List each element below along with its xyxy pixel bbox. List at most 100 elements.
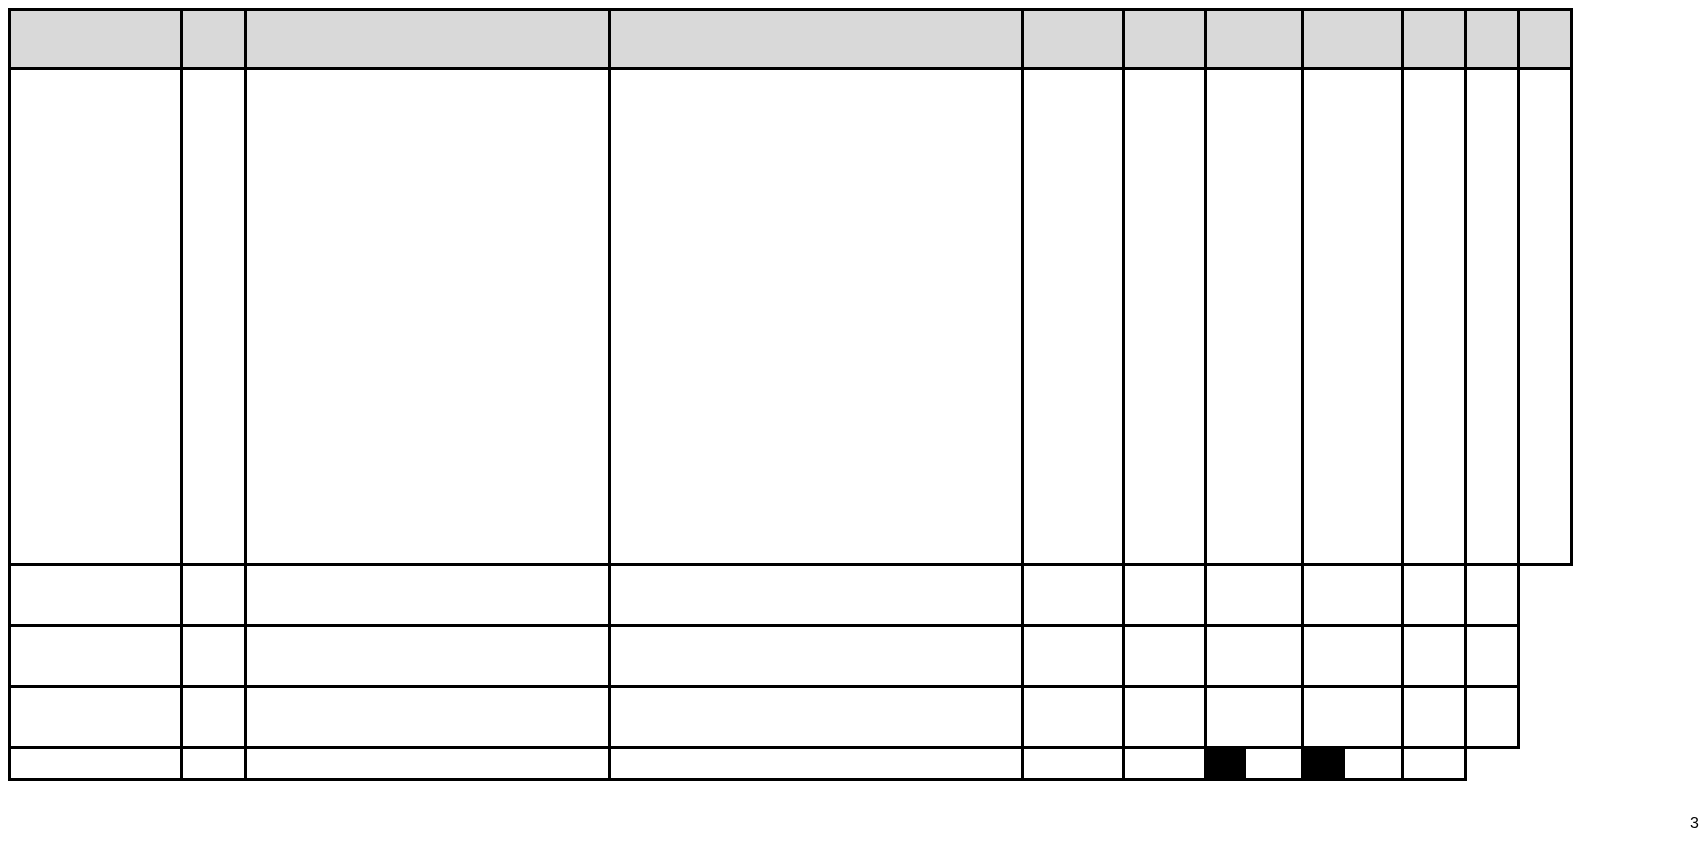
summary-cell <box>399 656 445 688</box>
stat-cell <box>445 447 518 476</box>
summary-cell <box>1204 656 1246 688</box>
stat-cell <box>288 99 320 128</box>
stat-cell <box>180 418 246 447</box>
summary-cell <box>964 595 1023 627</box>
column-header <box>399 39 445 70</box>
stat-cell <box>796 534 837 566</box>
summary-cell <box>1301 717 1345 749</box>
summary-cell <box>608 656 676 688</box>
stat-cell <box>1204 389 1246 418</box>
stat-cell <box>1345 128 1403 157</box>
header-cell <box>1122 8 1206 39</box>
stat-cell <box>913 389 965 418</box>
stat-cell <box>180 186 246 215</box>
stat-cell <box>1246 505 1303 534</box>
stat-cell <box>563 476 610 505</box>
summary-cell <box>675 656 709 688</box>
summary-cell <box>964 624 1023 656</box>
stat-cell <box>287 534 320 566</box>
stat-cell <box>400 273 445 302</box>
header-cell <box>562 8 610 39</box>
summary-cell <box>1301 595 1345 627</box>
summary-cell <box>1401 624 1466 656</box>
stat-cell <box>1401 447 1466 476</box>
stat-cell <box>400 99 445 128</box>
stat-cell <box>1517 476 1573 505</box>
stat-cell <box>1204 505 1246 534</box>
stat-cell <box>913 476 965 505</box>
summary-cell <box>836 717 913 749</box>
stat-cell <box>244 244 288 273</box>
stat-cell <box>1464 215 1519 244</box>
stat-cell <box>709 476 797 505</box>
column-header <box>912 39 965 70</box>
stat-cell <box>563 447 610 476</box>
stat-cell <box>288 69 320 100</box>
summary-label <box>8 595 182 627</box>
stat-cell <box>1464 331 1519 360</box>
column-header <box>517 39 563 70</box>
stat-cell <box>1464 186 1519 215</box>
stat-cell <box>518 389 563 418</box>
game-row <box>8 418 1573 447</box>
summary-cell <box>1122 563 1166 595</box>
game-row <box>8 534 1573 566</box>
stat-cell <box>1079 360 1124 389</box>
stat-cell <box>320 244 400 273</box>
header-cell <box>836 8 913 39</box>
summary-cell <box>836 595 913 627</box>
stat-cell <box>1301 244 1345 273</box>
summary-cell <box>517 656 563 688</box>
stat-cell <box>444 534 518 566</box>
stat-cell <box>1301 447 1345 476</box>
stat-cell <box>320 273 400 302</box>
stat-cell <box>1204 99 1246 128</box>
stat-cell <box>608 534 676 566</box>
stat-cell <box>1301 505 1345 534</box>
summary-cell <box>1078 624 1124 656</box>
game-row <box>8 360 1573 389</box>
empty-cell <box>1519 656 1572 687</box>
summary-cell <box>608 717 676 749</box>
stat-cell <box>676 331 709 360</box>
stat-cell <box>913 186 965 215</box>
summary-row <box>8 624 1572 656</box>
stat-cell <box>676 418 709 447</box>
stat-cell <box>320 215 400 244</box>
stat-cell <box>709 69 797 100</box>
summary-cell <box>912 685 965 717</box>
stat-cell <box>837 186 913 215</box>
column-header <box>1301 39 1403 70</box>
summary-cell <box>1464 747 1519 780</box>
summary-cell <box>675 624 709 656</box>
stat-cell <box>1464 534 1519 566</box>
stat-cell <box>1401 505 1466 534</box>
stat-cell <box>965 418 1023 447</box>
foe-cell <box>8 68 182 99</box>
stat-cell <box>709 389 797 418</box>
stat-cell <box>1517 505 1573 534</box>
stat-cell <box>1301 128 1345 157</box>
summary-cell <box>1021 563 1079 595</box>
stat-cell <box>244 157 288 186</box>
stat-cell <box>1079 157 1124 186</box>
stat-cell <box>709 505 797 534</box>
stat-cell <box>836 534 913 566</box>
summary-cell <box>244 685 288 717</box>
stat-cell <box>1401 273 1466 302</box>
column-header <box>1517 39 1573 70</box>
stat-cell <box>1401 476 1466 505</box>
header-cell <box>287 8 320 39</box>
stat-cell <box>400 128 445 157</box>
stat-cell <box>320 157 400 186</box>
summary-cell <box>319 746 400 781</box>
stat-cell <box>180 244 246 273</box>
stat-cell <box>913 302 965 331</box>
stat-cell <box>797 69 837 100</box>
summary-label <box>8 563 182 595</box>
stat-cell <box>1301 360 1345 389</box>
stat-cell <box>1517 157 1573 186</box>
summary-cell <box>608 563 676 595</box>
summary-cell <box>608 595 676 627</box>
summary-cell <box>1078 563 1124 595</box>
